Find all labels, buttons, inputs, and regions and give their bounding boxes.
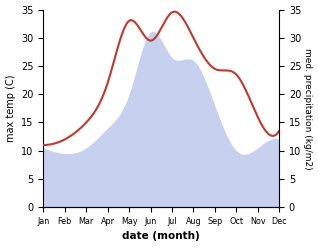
Y-axis label: max temp (C): max temp (C) — [5, 75, 16, 142]
X-axis label: date (month): date (month) — [122, 231, 200, 242]
Y-axis label: med. precipitation (kg/m2): med. precipitation (kg/m2) — [303, 48, 313, 169]
